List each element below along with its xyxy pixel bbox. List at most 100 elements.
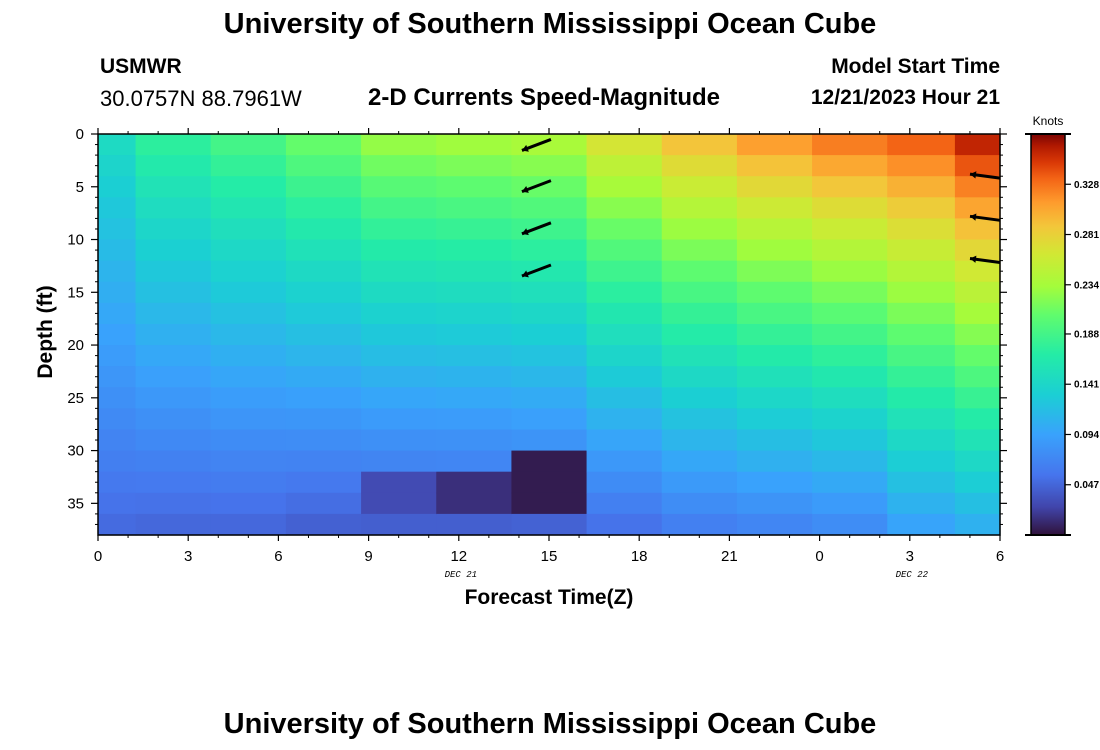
heatmap-cell [954,302,1001,325]
heatmap-cell [954,387,1001,409]
heatmap-cell [135,239,212,262]
heatmap-cell [511,450,588,473]
heatmap-cells [98,134,1001,536]
x-axis-label: Forecast Time(Z) [465,586,634,609]
heatmap-cell [887,302,956,325]
heatmap-cell [586,302,663,325]
heatmap-cell [511,408,588,431]
heatmap-cell [661,176,738,198]
heatmap-cell [511,197,588,220]
page-title: University of Southern Mississippi Ocean… [223,8,877,40]
y-tick-label: 30 [67,443,84,460]
heatmap-cell [887,366,956,388]
current-vector [521,179,552,193]
heatmap-cell [210,323,287,346]
heatmap-cell [135,155,212,177]
colorbar-tick-label: 0.047 [1074,480,1099,491]
heatmap-cell [98,513,137,536]
heatmap-cell [135,197,212,220]
heatmap-cell [954,492,1001,515]
heatmap-cell [285,323,362,346]
heatmap-cell [135,260,212,283]
heatmap-cell [954,239,1001,262]
heatmap-cell [586,134,663,156]
footer-title: University of Southern Mississippi Ocean… [223,708,877,740]
x-tick-label: 9 [364,548,372,565]
heatmap-cell [210,450,287,473]
current-speed-heatmap: 0 3 6 9 12 15 18 21 0 3 6 DEC 21 DEC 22 0 5 10 15 20 25 30… [34,114,1099,609]
colorbar-tick-label: 0.141 [1074,380,1099,391]
heatmap-cell [586,260,663,283]
heatmap-cell [511,345,588,367]
heatmap-cell [436,366,513,388]
heatmap-cell [954,281,1001,304]
heatmap-cell [887,260,956,283]
heatmap-cell [135,134,212,156]
heatmap-cell [436,218,513,241]
station-coordinates: 30.0757N 88.7961W [100,86,302,111]
heatmap-cell [135,366,212,388]
heatmap-cell [586,450,663,473]
colorbar-tick-label: 0.328 [1074,180,1099,191]
heatmap-cell [135,450,212,473]
heatmap-cell [98,260,137,283]
heatmap-cell [887,155,956,177]
heatmap-cell [887,492,956,515]
heatmap-cell [887,450,956,473]
heatmap-cell [361,302,437,325]
heatmap-cell [812,492,888,515]
heatmap-cell [661,492,738,515]
colorbar-tick-label: 0.094 [1074,430,1099,441]
current-vectors [521,138,1001,278]
heatmap-cell [285,450,362,473]
heatmap-cell [812,239,888,262]
heatmap-cell [135,302,212,325]
heatmap-cell [436,302,513,325]
heatmap-cell [210,155,287,177]
heatmap-cell [135,176,212,198]
heatmap-cell [954,471,1001,494]
heatmap-cell [285,176,362,198]
heatmap-cell [586,323,663,346]
heatmap-cell [511,387,588,409]
x-axis: 0 3 6 9 12 15 18 21 0 3 6 DEC 21 DEC 22 [94,128,1004,580]
heatmap-cell [361,345,437,367]
heatmap-cell [736,239,813,262]
heatmap-cell [135,408,212,431]
heatmap-cell [210,134,287,156]
heatmap-cell [511,281,588,304]
colorbar: Knots 0.328 0.281 0.234 0.188 0.141 0.094 0.04… [1025,114,1099,536]
current-vector [521,263,552,278]
heatmap-cell [98,239,137,262]
heatmap-cell [210,260,287,283]
heatmap-cell [586,155,663,177]
heatmap-cell [361,176,437,198]
heatmap-cell [436,176,513,198]
heatmap-cell [736,429,813,452]
heatmap-cell [361,492,437,515]
heatmap-cell [361,471,437,494]
heatmap-cell [661,471,738,494]
heatmap-cell [361,134,437,156]
heatmap-cell [586,387,663,409]
heatmap-cell [361,218,437,241]
heatmap-cell [210,471,287,494]
heatmap-cell [210,345,287,367]
vector-head [521,144,529,152]
heatmap-cell [586,239,663,262]
heatmap-cell [661,450,738,473]
heatmap-cell [210,218,287,241]
model-start-label: Model Start Time [831,55,1000,78]
vector-head [521,270,529,278]
heatmap-cell [361,429,437,452]
current-vector [521,138,552,152]
heatmap-cell [954,513,1001,536]
heatmap-cell [586,366,663,388]
x-tick-label: 6 [274,548,282,565]
heatmap-cell [736,450,813,473]
heatmap-cell [736,218,813,241]
heatmap-cell [954,176,1001,198]
current-vector [969,213,1001,222]
heatmap-cell [135,492,212,515]
heatmap-cell [285,387,362,409]
